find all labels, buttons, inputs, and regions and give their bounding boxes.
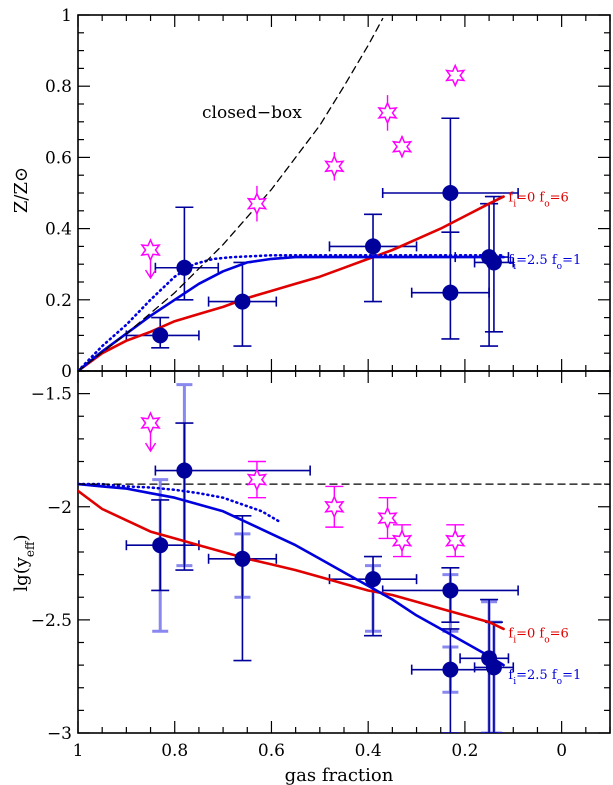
plot-area: [78, 17, 519, 371]
star-marker: [391, 134, 413, 159]
data-point: [152, 327, 169, 344]
series-line-solid: [78, 255, 505, 371]
top-panel: 0 0.2 0.4 0.6 0.8 1 fi=0 fo=6 fi=2.5 fo=1: [45, 6, 611, 382]
curve-label: fi=0 fo=6: [508, 626, 568, 645]
star-marker: [377, 101, 398, 125]
upper-limit-arrowhead: [144, 269, 157, 280]
x-tick-label: 0: [556, 741, 567, 761]
star-marker: [246, 467, 268, 492]
y-tick-label: −2.5: [31, 611, 72, 631]
star-marker: [445, 63, 466, 88]
y-tick-label: 0.2: [45, 291, 72, 311]
data-point: [485, 659, 502, 676]
curve-label: fi=2.5 fo=1: [508, 668, 581, 687]
x-tick-label: 0.2: [451, 741, 478, 761]
top-y-axis-label: Z/Z⊙: [11, 167, 32, 213]
y-tick-label: 0.6: [45, 148, 72, 168]
x-axis-label: gas fraction: [285, 765, 394, 785]
y-tick-label: 0.8: [45, 77, 72, 97]
data-point: [234, 550, 251, 567]
data-point: [442, 284, 459, 301]
y-tick-label: 0.4: [45, 220, 72, 240]
series-line-solid: [78, 489, 505, 631]
x-tick-label: 1: [73, 741, 84, 761]
data-point: [442, 661, 459, 678]
star-marker: [246, 191, 268, 216]
series-line-dotted: [78, 254, 505, 371]
series-line-dotted: [78, 482, 283, 524]
y-tick-label: −3: [47, 724, 72, 744]
x-tick-label: 0.6: [258, 741, 285, 761]
series-line-solid: [78, 482, 505, 667]
curve-label: fi=2.5 fo=1: [508, 253, 581, 272]
y-tick-label: −1.5: [31, 385, 72, 405]
bottom-y-axis-label-main: lg(y: [11, 556, 32, 591]
data-point: [442, 185, 459, 201]
star-marker: [377, 506, 398, 530]
bottom-panel: 1 0.8 0.6 0.4 0.2 0 −3 −2.5 −2 −1.5 fi=0 fo=6 fi=2.…: [31, 370, 611, 761]
data-point: [152, 537, 169, 554]
star-marker: [324, 154, 345, 179]
star-marker: [445, 528, 466, 553]
data-point: [442, 582, 459, 599]
x-tick-label: 0.4: [355, 741, 382, 761]
data-point: [234, 293, 251, 310]
plot-area: [78, 383, 610, 733]
bottom-y-axis-label-sub: eff: [23, 540, 37, 557]
data-point: [485, 254, 502, 271]
y-tick-label: −2: [47, 498, 72, 518]
y-tick-label: 0: [61, 362, 72, 382]
upper-limit-arrowhead: [144, 442, 157, 453]
star-marker: [391, 528, 413, 553]
data-point: [176, 462, 193, 479]
series-line-dashed: [78, 17, 384, 371]
bottom-y-axis-label: lg(yeff): [11, 534, 37, 591]
data-point: [176, 259, 193, 276]
star-marker: [140, 238, 161, 262]
data-point: [365, 571, 382, 588]
star-marker: [140, 411, 161, 435]
data-point: [365, 238, 382, 255]
y-tick-label: 1: [61, 6, 72, 26]
star-marker: [324, 494, 345, 519]
series-line-solid: [78, 195, 505, 371]
curve-label: fi=0 fo=6: [508, 191, 568, 210]
x-tick-label: 0.8: [161, 741, 188, 761]
closed-box-annotation: closed−box: [202, 103, 302, 123]
